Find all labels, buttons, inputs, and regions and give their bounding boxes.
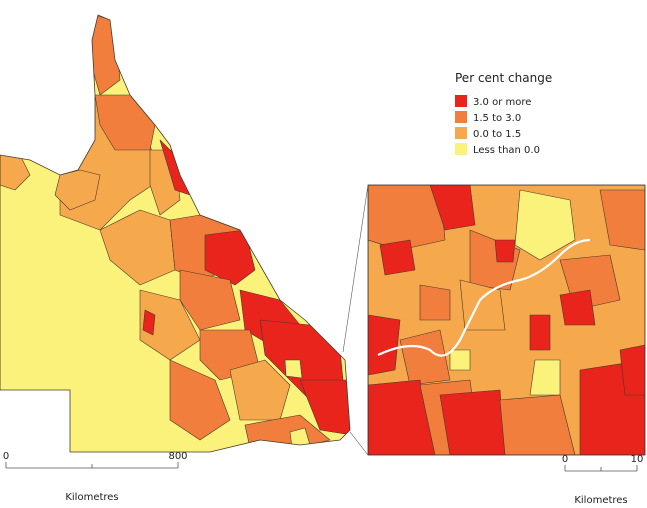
region	[399, 329, 451, 386]
scale-label: 0	[562, 454, 568, 465]
scale-label: 800	[168, 451, 187, 462]
scale-label: 0	[3, 451, 9, 462]
region	[499, 394, 576, 455]
scale-label: 10	[631, 454, 644, 465]
region	[142, 309, 156, 336]
inset-connector	[349, 431, 369, 456]
river	[377, 238, 591, 357]
legend-label: 3.0 or more	[473, 97, 531, 108]
region	[204, 229, 256, 286]
region	[449, 349, 471, 371]
legend: 3.0 or more 1.5 to 3.0 0.0 to 1.5 Less than…	[455, 95, 540, 156]
legend-label: 1.5 to 3.0	[473, 113, 521, 124]
legend-label: 0.0 to 1.5	[473, 129, 521, 140]
inset-frame	[367, 184, 646, 456]
region	[368, 379, 436, 455]
region	[368, 185, 446, 251]
region	[139, 289, 201, 361]
legend-swatch	[455, 143, 467, 155]
region	[179, 269, 241, 331]
region	[368, 314, 401, 376]
scale-unit: Kilometres	[574, 495, 627, 504]
region	[419, 284, 451, 321]
region	[379, 239, 416, 276]
region	[229, 359, 291, 421]
inset-map	[368, 185, 645, 455]
scale-bars: 0 800 Kilometres 0 10 Kilometres	[3, 451, 644, 506]
legend-title: Per cent change	[455, 71, 552, 85]
legend-label: Less than 0.0	[473, 145, 540, 156]
region	[284, 359, 303, 379]
region	[494, 239, 516, 263]
region	[619, 344, 645, 396]
region	[169, 359, 231, 441]
inset-connector	[342, 184, 369, 353]
legend-swatch	[455, 95, 467, 107]
queensland-map	[0, 15, 350, 452]
region	[439, 389, 506, 455]
scale-unit: Kilometres	[65, 492, 118, 503]
region	[559, 289, 596, 326]
region	[429, 185, 476, 231]
region	[514, 189, 576, 261]
region	[529, 359, 561, 396]
region	[54, 169, 101, 211]
region	[299, 379, 350, 436]
state-outline	[0, 14, 351, 453]
legend-swatch	[455, 111, 467, 123]
region	[529, 314, 551, 351]
region	[599, 189, 645, 251]
legend-swatch	[455, 127, 467, 139]
